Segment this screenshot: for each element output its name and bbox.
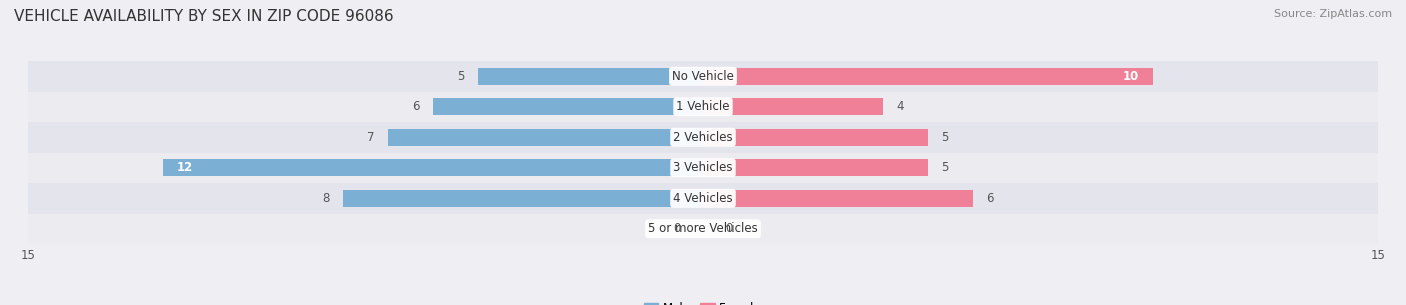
Text: 7: 7 — [367, 131, 374, 144]
Bar — [478, 68, 703, 85]
Bar — [703, 68, 1153, 85]
Text: No Vehicle: No Vehicle — [672, 70, 734, 83]
Text: 8: 8 — [322, 192, 329, 205]
Text: 5 or more Vehicles: 5 or more Vehicles — [648, 222, 758, 235]
Text: 6: 6 — [412, 100, 419, 113]
Bar — [343, 190, 703, 207]
Bar — [433, 98, 703, 115]
Text: 0: 0 — [725, 222, 733, 235]
Text: 1 Vehicle: 1 Vehicle — [676, 100, 730, 113]
Bar — [28, 92, 1378, 122]
Text: VEHICLE AVAILABILITY BY SEX IN ZIP CODE 96086: VEHICLE AVAILABILITY BY SEX IN ZIP CODE … — [14, 9, 394, 24]
Legend: Male, Female: Male, Female — [644, 302, 762, 305]
Text: 6: 6 — [987, 192, 994, 205]
Text: 5: 5 — [942, 161, 949, 174]
Bar — [703, 129, 928, 146]
Bar — [163, 159, 703, 176]
Text: 5: 5 — [457, 70, 464, 83]
Bar — [703, 159, 928, 176]
Text: 10: 10 — [1123, 70, 1139, 83]
Bar — [28, 122, 1378, 152]
Bar — [703, 190, 973, 207]
Text: 5: 5 — [942, 131, 949, 144]
Text: 2 Vehicles: 2 Vehicles — [673, 131, 733, 144]
Bar — [28, 152, 1378, 183]
Bar — [388, 129, 703, 146]
Text: 3 Vehicles: 3 Vehicles — [673, 161, 733, 174]
Text: Source: ZipAtlas.com: Source: ZipAtlas.com — [1274, 9, 1392, 19]
Text: 4: 4 — [897, 100, 904, 113]
Bar — [28, 183, 1378, 214]
Bar — [28, 61, 1378, 92]
Text: 12: 12 — [177, 161, 193, 174]
Bar — [28, 214, 1378, 244]
Bar — [703, 98, 883, 115]
Text: 4 Vehicles: 4 Vehicles — [673, 192, 733, 205]
Text: 0: 0 — [673, 222, 681, 235]
